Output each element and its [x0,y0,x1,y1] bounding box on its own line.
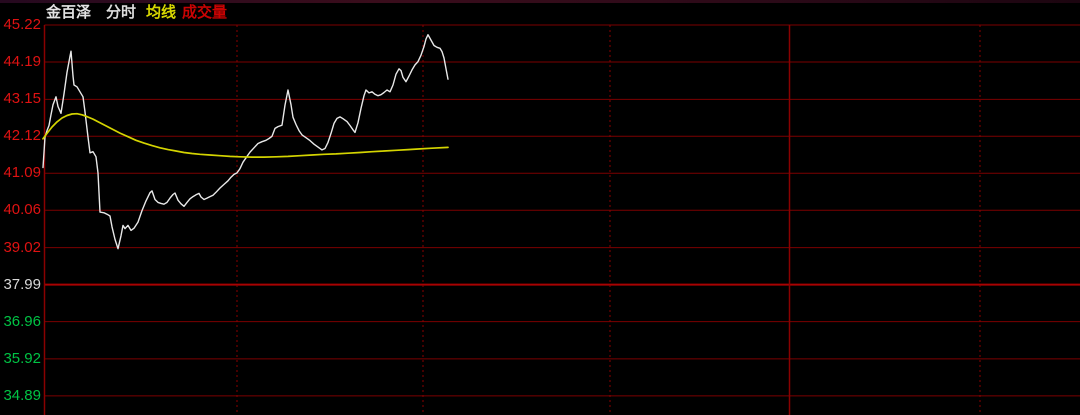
y-axis-tick: 45.22 [3,16,41,33]
price-line [42,34,449,250]
y-axis-tick: 34.89 [3,386,41,404]
y-axis-labels: 45.22 44.19 43.15 42.12 41.09 40.06 39.02 37.99… [0,0,41,415]
y-axis-tick: 44.19 [3,52,41,70]
y-axis-tick: 43.15 [3,90,41,108]
y-axis-tick: 42.12 [3,127,41,145]
y-axis-tick: 41.09 [3,164,41,182]
chart-header: 金百泽 分时 均线 成交量 [46,4,227,22]
y-axis-tick: 40.06 [3,201,41,219]
y-axis-tick: 39.02 [3,238,41,256]
y-axis-tick: 36.96 [3,312,41,330]
y-axis-tick: 35.92 [3,349,41,367]
tab-intraday[interactable]: 分时 [106,4,137,21]
legend-volume[interactable]: 成交量 [182,4,228,21]
window-top-edge [0,0,1080,3]
stock-name: 金百泽 [46,4,92,21]
ma-line [42,112,449,158]
y-axis-tick: 37.99 [3,275,41,293]
legend-ma-line[interactable]: 均线 [146,4,177,21]
